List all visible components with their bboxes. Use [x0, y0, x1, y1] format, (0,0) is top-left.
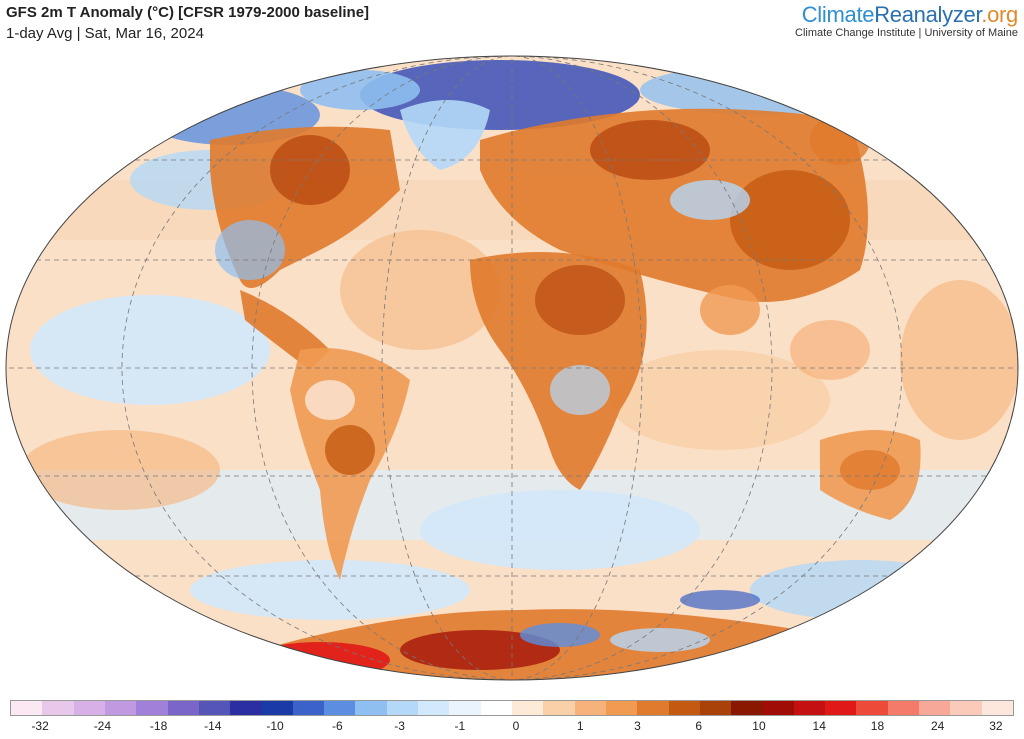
brand-name: ClimateReanalyzer.org: [795, 2, 1019, 28]
colorbar-tick-label: 1: [576, 719, 584, 733]
colorbar-swatch: [198, 701, 231, 715]
colorbar-tick-label: 24: [931, 719, 945, 733]
colorbar-swatch: [543, 701, 575, 715]
colorbar-swatch: [324, 701, 356, 715]
colorbar-swatch: [887, 701, 920, 715]
colorbar-swatch: [230, 701, 262, 715]
brand-subtitle: Climate Change Institute | University of…: [795, 27, 1018, 39]
colorbar-tick-label: -32: [31, 719, 49, 733]
colorbar-swatch: [825, 701, 857, 715]
colorbar-tick-label: 10: [752, 719, 766, 733]
colorbar-swatch: [793, 701, 826, 715]
colorbar-swatch: [418, 701, 450, 715]
graticule: [6, 56, 1018, 680]
colorbar-swatch: [512, 701, 544, 715]
colorbar: [10, 700, 1014, 716]
colorbar-tick-label: 18: [870, 719, 885, 733]
brand-logo[interactable]: ClimateReanalyzer.org Climate Change Ins…: [795, 2, 1018, 39]
colorbar-swatch: [981, 701, 1013, 715]
colorbar-swatch: [574, 701, 606, 715]
colorbar-swatch: [136, 701, 168, 715]
colorbar-swatch: [73, 701, 105, 715]
colorbar-tick-label: -14: [204, 719, 222, 733]
colorbar-swatch: [167, 701, 199, 715]
colorbar-swatch: [480, 701, 512, 715]
brand-name-climate: Climate: [801, 2, 875, 27]
map-title: GFS 2m T Anomaly (°C) [CFSR 1979-2000 ba…: [6, 4, 370, 21]
colorbar-swatch: [449, 701, 481, 715]
colorbar-tick-label: -18: [149, 719, 168, 733]
colorbar-swatch: [104, 701, 137, 715]
colorbar-tick-label: -1: [454, 719, 466, 733]
colorbar-swatch: [355, 701, 387, 715]
colorbar-tick-label: 14: [812, 719, 826, 733]
anomaly-map: [5, 55, 1019, 681]
colorbar-swatch: [731, 701, 763, 715]
colorbar-tick-label: 0: [512, 719, 520, 733]
colorbar-swatch: [762, 701, 794, 715]
colorbar-swatch: [261, 701, 293, 715]
colorbar-swatch: [699, 701, 732, 715]
colorbar-tick-label: 32: [989, 719, 1003, 733]
colorbar-swatch: [292, 701, 325, 715]
colorbar-swatch: [856, 701, 888, 715]
colorbar-swatch: [668, 701, 700, 715]
colorbar-tick-label: 3: [634, 719, 641, 733]
colorbar-swatch: [386, 701, 419, 715]
colorbar-swatch: [950, 701, 982, 715]
colorbar-tick-label: -6: [331, 719, 343, 733]
colorbar-swatch: [11, 701, 43, 715]
brand-name-org: .org: [981, 2, 1018, 27]
globe-outline: [5, 55, 1019, 681]
map-subtitle: 1-day Avg | Sat, Mar 16, 2024: [6, 25, 204, 42]
colorbar-tick-label: -10: [266, 719, 284, 733]
colorbar-swatch: [637, 701, 669, 715]
brand-name-reanalyzer: Reanalyzer: [874, 2, 982, 27]
colorbar-ticks: -32 -24 -18 -14 -10 -6 -3 -1 0 1 3 6 10 14 18 24 32: [10, 719, 1014, 735]
colorbar-swatch: [42, 701, 74, 715]
colorbar-tick-label: 6: [695, 719, 703, 733]
colorbar-swatch: [919, 701, 951, 715]
colorbar-tick-label: -24: [93, 719, 112, 733]
colorbar-swatch: [605, 701, 638, 715]
colorbar-tick-label: -3: [394, 719, 405, 733]
